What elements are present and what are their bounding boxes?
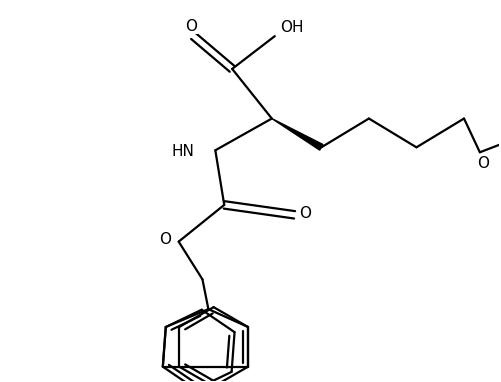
- Text: O: O: [300, 206, 312, 221]
- Polygon shape: [272, 118, 323, 150]
- Text: OH: OH: [281, 20, 304, 35]
- Text: HN: HN: [172, 144, 194, 159]
- Text: O: O: [159, 232, 171, 247]
- Text: O: O: [185, 19, 197, 34]
- Text: O: O: [477, 156, 489, 171]
